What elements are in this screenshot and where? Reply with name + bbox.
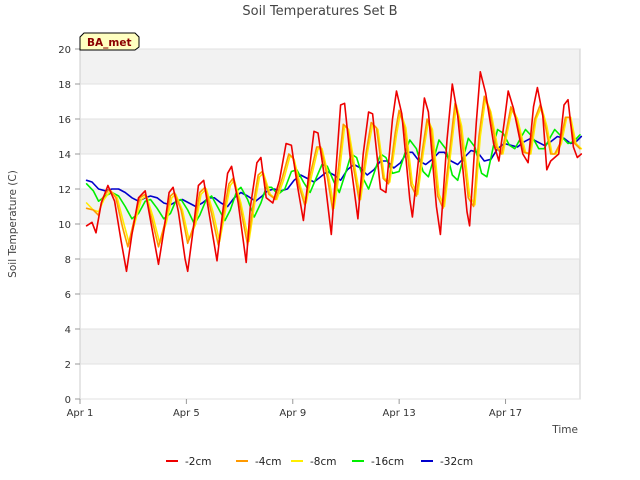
- x-axis-ticks: Apr 1 Apr 5 Apr 9 Apr 13 Apr 17: [67, 399, 522, 419]
- plot-background-bands: [80, 49, 580, 399]
- x-tick-label: Apr 5: [173, 408, 200, 419]
- background-band: [80, 259, 580, 294]
- y-tick-label: 10: [58, 220, 71, 231]
- y-axis-ticks: 0 2 4 6 8 10 12 14 16 18 20: [58, 45, 80, 406]
- background-band: [80, 84, 580, 119]
- y-tick-label: 4: [65, 325, 71, 336]
- series-line-2cm: [85, 71, 583, 273]
- x-tick-label: Apr 13: [383, 408, 416, 419]
- legend-label: -16cm: [371, 456, 404, 468]
- legend-label: -32cm: [440, 456, 473, 468]
- y-tick-label: 0: [65, 395, 71, 406]
- site-badge-box: [79, 32, 140, 51]
- x-tick-label: Apr 17: [489, 408, 522, 419]
- y-tick-label: 2: [65, 360, 71, 371]
- y-tick-label: 16: [58, 115, 71, 126]
- x-tick-label: Apr 1: [67, 408, 94, 419]
- y-tick-label: 14: [58, 150, 71, 161]
- background-band: [80, 329, 580, 364]
- y-tick-label: 18: [58, 80, 71, 91]
- site-badge: BA_met: [79, 32, 140, 51]
- series-line-8cm: [85, 97, 583, 245]
- y-tick-label: 6: [65, 290, 71, 301]
- background-band: [80, 294, 580, 329]
- y-tick-label: 20: [58, 45, 71, 56]
- y-axis-label: Soil Temperature (C): [7, 170, 19, 278]
- legend-label: -8cm: [310, 456, 336, 468]
- series-lines: [85, 71, 583, 273]
- legend-label: -4cm: [255, 456, 281, 468]
- background-band: [80, 49, 580, 84]
- chart-title: Soil Temperatures Set B: [242, 4, 397, 19]
- series-line-4cm: [85, 95, 581, 248]
- series-line-16cm: [85, 128, 581, 225]
- y-tick-label: 8: [65, 255, 71, 266]
- x-axis-label: Time: [551, 424, 578, 436]
- background-band: [80, 364, 580, 399]
- site-badge-label: BA_met: [87, 37, 131, 49]
- x-tick-label: Apr 9: [279, 408, 306, 419]
- legend-label: -2cm: [185, 456, 211, 468]
- legend: -2cm -4cm -8cm -16cm -32cm: [166, 456, 473, 468]
- y-tick-label: 12: [58, 185, 71, 196]
